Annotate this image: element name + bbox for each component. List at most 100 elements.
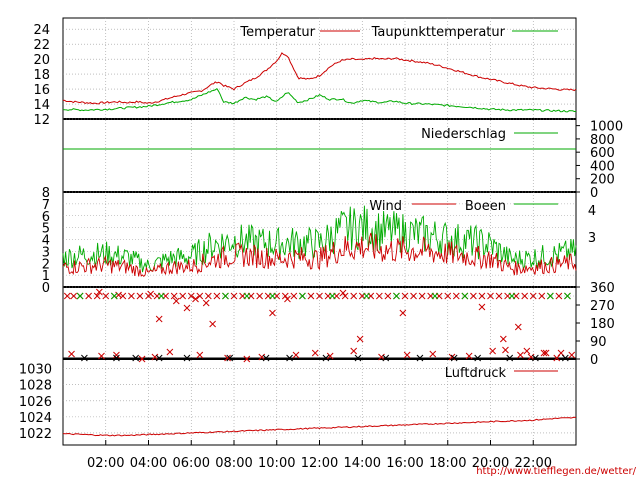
marker-stroke xyxy=(196,292,204,300)
marker-stroke xyxy=(183,354,191,362)
direction-marker xyxy=(382,354,390,362)
legend-label-boeen: Boeen xyxy=(465,199,506,214)
x-tick-label: 22:00 xyxy=(515,456,552,471)
marker-stroke xyxy=(192,295,199,303)
direction-marker xyxy=(538,292,546,300)
direction-marker xyxy=(284,295,291,303)
direction-marker xyxy=(183,304,191,312)
direction-marker xyxy=(151,353,159,361)
marker-stroke xyxy=(322,354,330,362)
marker-stroke xyxy=(514,323,522,331)
marker-stroke xyxy=(166,348,174,356)
direction-marker xyxy=(226,354,234,362)
marker-stroke xyxy=(326,352,334,360)
direction-marker xyxy=(527,353,535,361)
y-tick-label: 2 xyxy=(42,257,50,272)
marker-stroke xyxy=(115,291,122,299)
direction-marker xyxy=(202,299,210,307)
marker-stroke xyxy=(307,292,315,300)
direction-marker xyxy=(546,292,554,300)
y-tick-label: 22 xyxy=(33,38,50,53)
marker-stroke xyxy=(202,299,210,307)
direction-marker xyxy=(378,353,385,361)
marker-stroke xyxy=(470,292,477,300)
marker-stroke xyxy=(76,292,84,300)
marker-stroke xyxy=(209,320,216,328)
y-tick-label: 3 xyxy=(42,245,50,260)
marker-stroke xyxy=(399,309,407,317)
marker-stroke xyxy=(363,292,370,300)
direction-marker xyxy=(179,292,187,300)
marker-stroke xyxy=(68,350,75,358)
marker-stroke xyxy=(416,354,424,362)
marker-stroke xyxy=(487,292,494,300)
direction-marker xyxy=(281,292,289,300)
direction-marker xyxy=(119,292,127,300)
marker-stroke xyxy=(224,354,231,362)
direction-marker xyxy=(399,309,407,317)
marker-stroke xyxy=(450,354,458,362)
direction-marker xyxy=(110,292,118,300)
marker-stroke xyxy=(341,292,349,300)
direction-marker xyxy=(375,292,383,300)
direction-marker xyxy=(196,351,204,359)
direction-marker xyxy=(474,354,482,362)
y-tick-label: 1030 xyxy=(19,363,52,378)
legend-label-niederschlag: Niederschlag xyxy=(421,127,506,142)
direction-marker xyxy=(290,292,298,300)
direction-marker xyxy=(187,292,195,300)
legend-label-taupunkt: Taupunkttemperatur xyxy=(371,25,506,40)
direction-marker xyxy=(403,351,411,359)
marker-stroke xyxy=(311,349,319,357)
direction-marker xyxy=(299,292,306,300)
direction-marker xyxy=(514,323,522,331)
direction-marker xyxy=(243,292,251,300)
direction-marker xyxy=(450,354,458,362)
marker-stroke xyxy=(93,292,101,300)
y-tick-label: 8 xyxy=(42,186,50,201)
marker-stroke xyxy=(230,292,238,300)
x-tick-label: 20:00 xyxy=(472,456,509,471)
x-tick-label: 12:00 xyxy=(301,456,338,471)
x-tick-label: 16:00 xyxy=(386,456,423,471)
marker-stroke xyxy=(403,351,411,359)
marker-stroke xyxy=(226,354,234,362)
direction-marker xyxy=(95,288,103,296)
marker-stroke xyxy=(63,292,71,300)
marker-stroke xyxy=(339,289,347,297)
direction-marker xyxy=(561,354,569,362)
y-tick-label: 4 xyxy=(42,234,50,249)
y-tick-label: 24 xyxy=(33,23,50,38)
marker-stroke xyxy=(521,292,529,300)
marker-stroke xyxy=(517,351,524,359)
y-tick-label: 7 xyxy=(42,198,50,213)
marker-stroke xyxy=(328,292,336,300)
direction-marker xyxy=(262,354,270,362)
marker-stroke xyxy=(281,292,289,300)
direction-marker xyxy=(102,292,110,300)
direction-marker xyxy=(70,292,78,300)
marker-stroke xyxy=(138,355,146,363)
direction-marker xyxy=(452,292,460,300)
marker-stroke xyxy=(290,292,298,300)
marker-stroke xyxy=(243,292,251,300)
direction-marker xyxy=(98,352,105,360)
direction-marker xyxy=(341,292,349,300)
marker-stroke xyxy=(478,303,486,311)
marker-stroke xyxy=(527,353,535,361)
direction-marker xyxy=(478,292,486,300)
marker-stroke xyxy=(461,292,469,300)
direction-marker xyxy=(222,292,229,300)
marker-stroke xyxy=(495,292,503,300)
y-tick-label: 1 xyxy=(42,269,50,284)
marker-stroke xyxy=(452,292,460,300)
marker-stroke xyxy=(136,292,144,300)
direction-marker xyxy=(243,355,251,363)
marker-stroke xyxy=(354,354,362,362)
direction-marker xyxy=(540,349,548,357)
direction-marker xyxy=(495,292,503,300)
direction-marker xyxy=(568,351,576,359)
marker-stroke xyxy=(393,292,400,300)
y2-tick-label: 180 xyxy=(590,317,615,332)
series-line-wind xyxy=(62,232,577,278)
